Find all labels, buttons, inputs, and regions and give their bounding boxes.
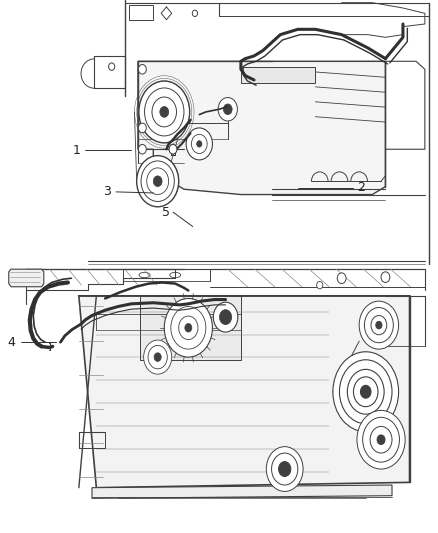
Circle shape (109, 63, 115, 70)
Text: 1: 1 (73, 144, 81, 157)
Circle shape (266, 447, 303, 491)
Circle shape (317, 281, 323, 289)
Circle shape (154, 353, 161, 361)
Circle shape (160, 107, 169, 117)
Ellipse shape (170, 272, 180, 278)
Circle shape (376, 321, 382, 329)
Circle shape (139, 81, 190, 143)
Circle shape (339, 360, 392, 424)
Circle shape (364, 308, 393, 343)
Text: 5: 5 (162, 206, 170, 219)
Polygon shape (92, 485, 392, 498)
Circle shape (145, 88, 184, 136)
Circle shape (279, 462, 291, 477)
Circle shape (272, 453, 298, 485)
Circle shape (359, 301, 399, 349)
Circle shape (360, 385, 371, 398)
Text: 4: 4 (7, 336, 15, 349)
Circle shape (148, 345, 167, 369)
Circle shape (370, 426, 392, 453)
Circle shape (144, 340, 172, 374)
Circle shape (186, 128, 212, 160)
Circle shape (152, 97, 177, 127)
Circle shape (197, 141, 202, 147)
Circle shape (138, 123, 146, 133)
Circle shape (147, 168, 169, 195)
Text: 3: 3 (103, 185, 111, 198)
Polygon shape (9, 269, 44, 287)
Circle shape (171, 306, 206, 349)
Polygon shape (140, 296, 241, 360)
Circle shape (333, 352, 399, 432)
Circle shape (363, 417, 399, 462)
Circle shape (381, 272, 390, 282)
Circle shape (347, 369, 384, 414)
Polygon shape (138, 61, 385, 195)
Circle shape (153, 176, 162, 187)
Circle shape (185, 324, 192, 332)
Circle shape (357, 410, 405, 469)
Circle shape (192, 10, 198, 17)
Circle shape (164, 298, 212, 357)
Circle shape (218, 98, 237, 121)
Circle shape (223, 104, 232, 115)
Circle shape (377, 435, 385, 445)
Ellipse shape (139, 272, 150, 278)
Circle shape (138, 144, 146, 154)
Circle shape (169, 144, 177, 154)
Polygon shape (79, 296, 410, 488)
Circle shape (179, 316, 198, 340)
Circle shape (191, 134, 207, 154)
Text: 2: 2 (357, 181, 365, 194)
Circle shape (213, 302, 238, 332)
Circle shape (371, 316, 387, 335)
Polygon shape (241, 67, 315, 83)
Circle shape (138, 64, 146, 74)
Circle shape (141, 161, 174, 201)
FancyBboxPatch shape (129, 5, 153, 20)
Circle shape (353, 377, 378, 407)
Circle shape (337, 273, 346, 284)
Circle shape (219, 310, 232, 325)
Circle shape (137, 156, 179, 207)
